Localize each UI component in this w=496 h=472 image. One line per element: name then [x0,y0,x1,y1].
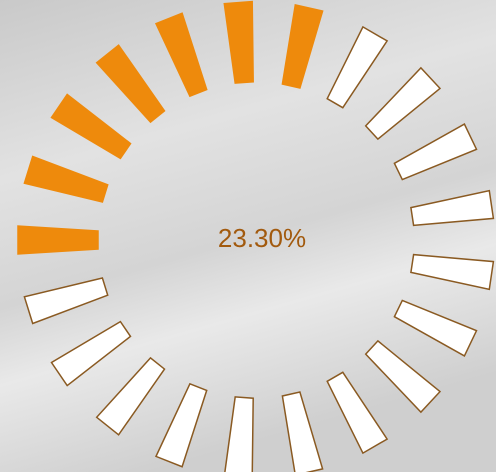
progress-label: 23.30% [218,223,306,253]
page: {"progress_label": "23.30%"} 23.30% (() … [0,0,496,472]
progress-indicator: 23.30% [0,0,496,472]
segment-filled [18,226,98,254]
